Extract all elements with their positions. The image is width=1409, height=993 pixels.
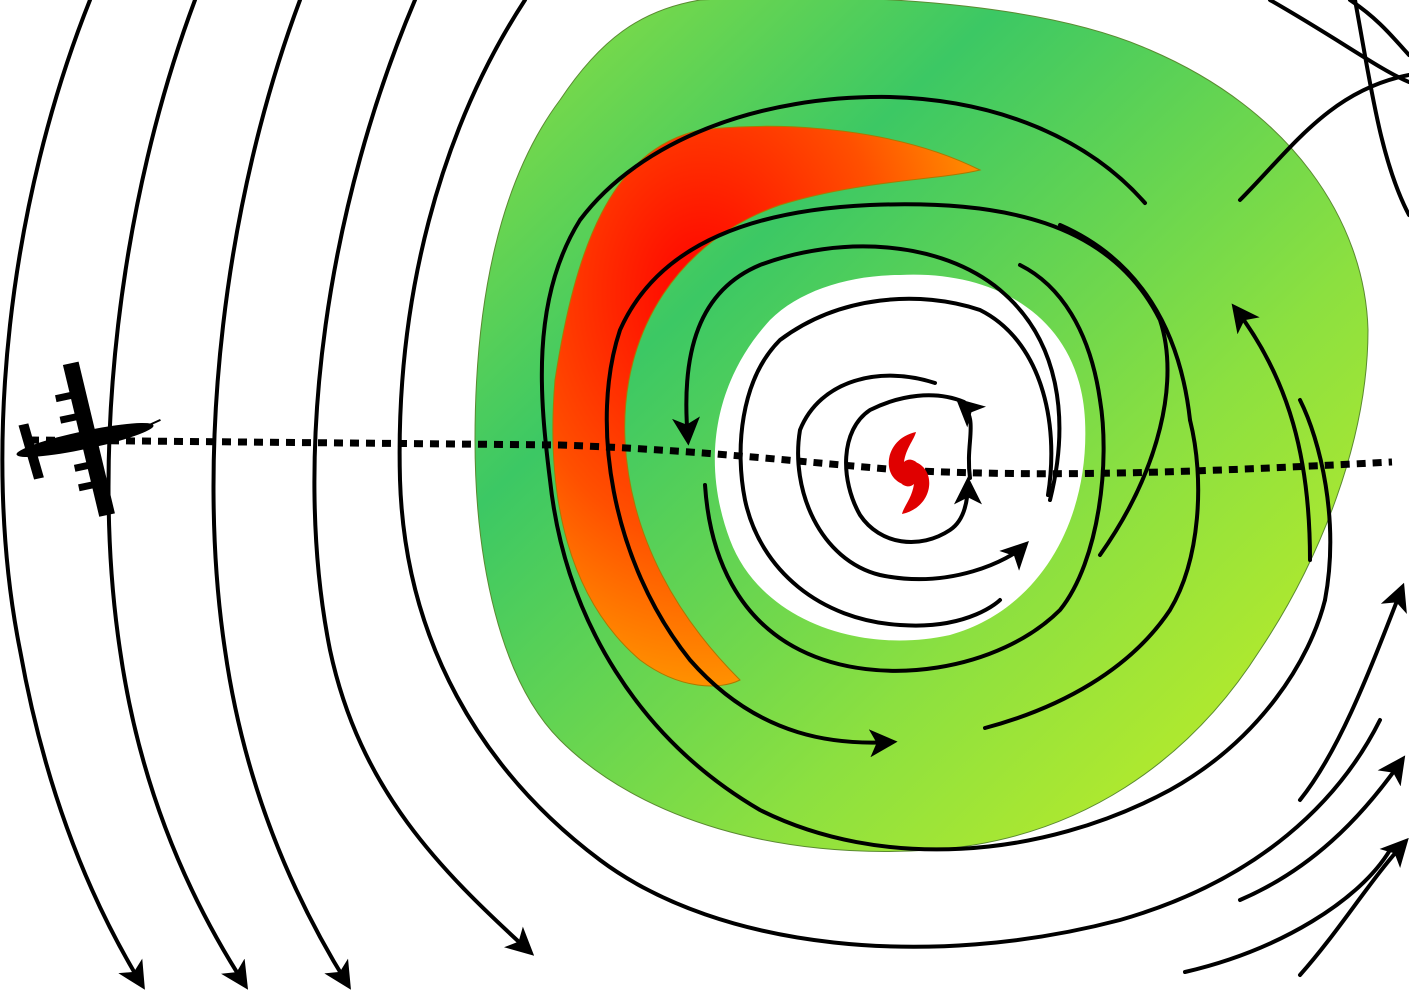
spiral-streamlines [539,0,1409,852]
outer-streamlines-left [0,0,1382,990]
hurricane-icon [888,432,930,514]
outer-streamlines-right [1183,582,1409,977]
airplane-icon [16,361,161,517]
